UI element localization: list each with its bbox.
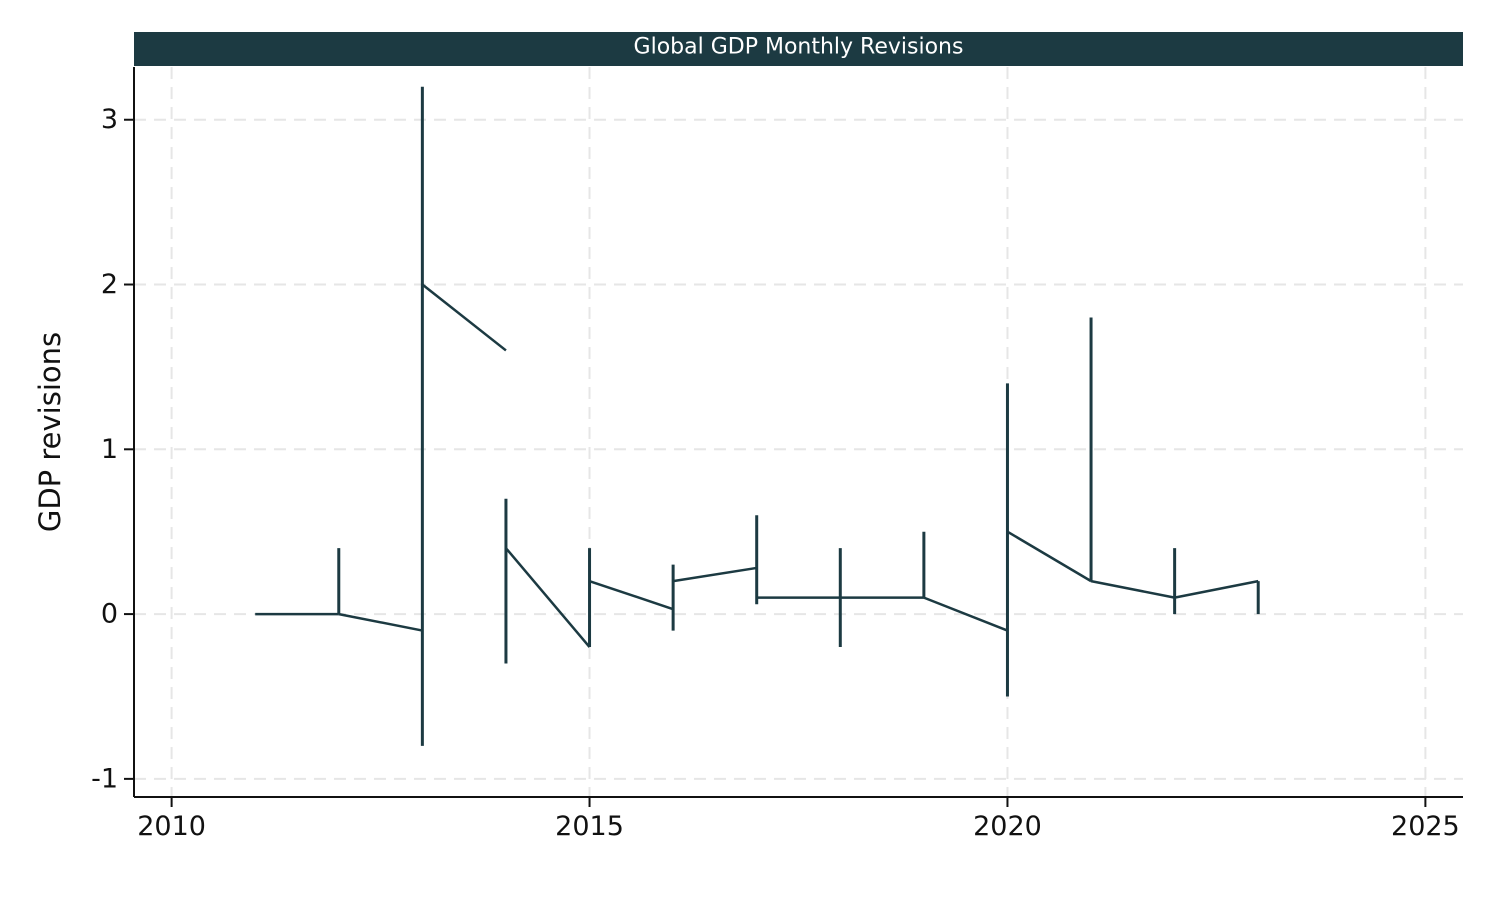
y-axis-label: GDP revisions: [33, 332, 67, 532]
x-tick-label: 2020: [973, 811, 1042, 842]
title-bar: Global GDP Monthly Revisions: [134, 32, 1463, 66]
title-bar-background: [134, 32, 1463, 66]
series-lines: [255, 283, 1259, 648]
axes: [133, 67, 1463, 798]
x-tick-label: 2010: [137, 811, 206, 842]
x-tick-label: 2025: [1391, 811, 1460, 842]
series-segment: [1006, 530, 1092, 583]
series-segment: [1174, 579, 1259, 599]
grid: [134, 67, 1463, 797]
range-bars: [337, 86, 1260, 746]
series-segment: [672, 566, 757, 583]
series-segment: [338, 612, 423, 632]
series-segment: [589, 579, 674, 611]
ticks: 2010 2015 2020 2025 -1 0 1 2 3: [91, 104, 1460, 842]
x-tick-label: 2015: [555, 811, 624, 842]
y-tick-label: 3: [101, 104, 118, 135]
y-tick-label: 2: [101, 269, 118, 300]
series-segment: [1090, 579, 1175, 599]
y-tick-label: 1: [101, 434, 118, 465]
chart-title: Global GDP Monthly Revisions: [634, 35, 964, 60]
y-tick-label: -1: [91, 763, 118, 794]
series-segment: [421, 283, 507, 352]
series-segment: [504, 547, 591, 648]
y-tick-label: 0: [101, 599, 118, 630]
series-segment: [923, 596, 1008, 632]
